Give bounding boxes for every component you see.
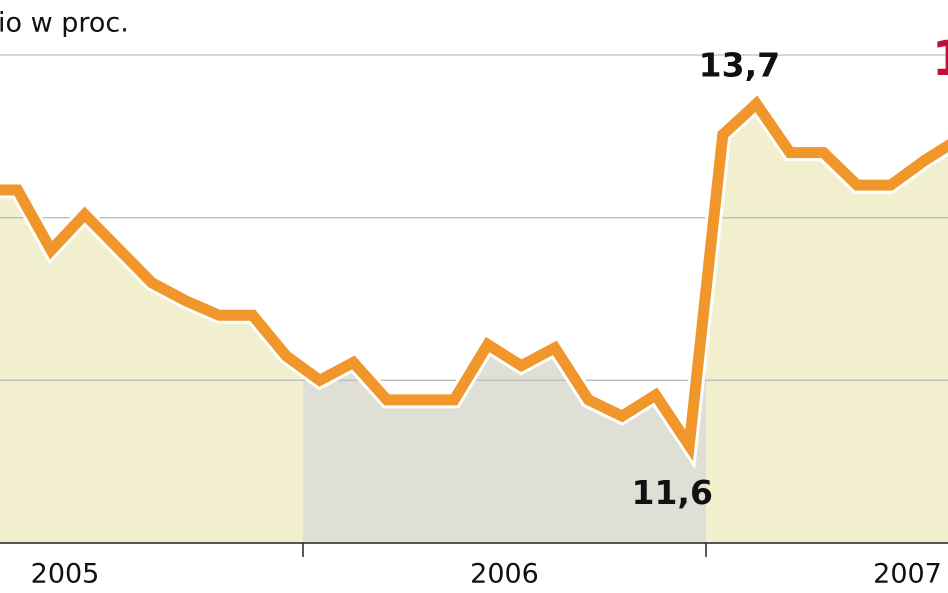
- annotation: 1: [932, 31, 948, 87]
- value-label: 13,7: [699, 45, 780, 84]
- x-tick-label: 2007: [873, 559, 942, 590]
- chart-title: io w proc.: [0, 8, 129, 39]
- x-tick-label: 2005: [31, 559, 100, 590]
- year-area: [303, 103, 706, 543]
- x-tick-label: 2006: [470, 559, 539, 590]
- value-label: 11,6: [631, 473, 712, 512]
- line: [0, 95, 948, 462]
